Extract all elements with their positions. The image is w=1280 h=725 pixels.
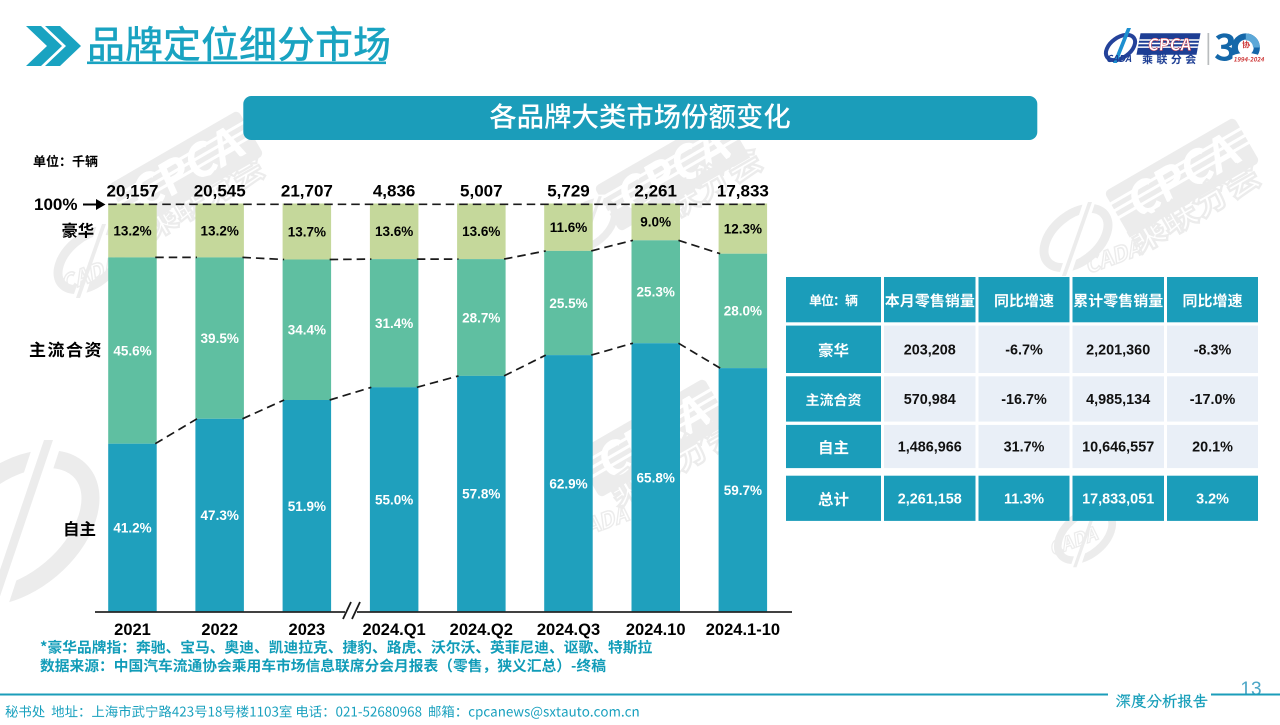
svg-text:2022: 2022 bbox=[201, 621, 238, 639]
svg-text:3.2%: 3.2% bbox=[1196, 492, 1229, 508]
svg-text:2,261,158: 2,261,158 bbox=[898, 492, 962, 508]
svg-text:203,208: 203,208 bbox=[904, 343, 956, 359]
svg-text:5,729: 5,729 bbox=[547, 182, 590, 201]
svg-text:2024.Q2: 2024.Q2 bbox=[450, 621, 513, 639]
svg-text:25.3%: 25.3% bbox=[637, 285, 675, 300]
svg-text:45.6%: 45.6% bbox=[113, 343, 151, 358]
svg-text:47.3%: 47.3% bbox=[201, 508, 239, 523]
svg-text:100%: 100% bbox=[34, 195, 77, 214]
svg-text:10,646,557: 10,646,557 bbox=[1082, 440, 1154, 456]
svg-text:41.2%: 41.2% bbox=[113, 521, 151, 536]
svg-text:2,201,360: 2,201,360 bbox=[1086, 343, 1150, 359]
svg-text:28.0%: 28.0% bbox=[724, 304, 762, 319]
svg-text:20.1%: 20.1% bbox=[1192, 440, 1233, 456]
svg-text:31.7%: 31.7% bbox=[1004, 440, 1045, 456]
svg-text:11.3%: 11.3% bbox=[1004, 492, 1044, 508]
svg-text:39.5%: 39.5% bbox=[201, 331, 239, 346]
svg-text:13.6%: 13.6% bbox=[462, 224, 500, 239]
svg-text:2,261: 2,261 bbox=[634, 182, 677, 201]
svg-text:13.2%: 13.2% bbox=[201, 223, 239, 238]
svg-text:570,984: 570,984 bbox=[904, 392, 956, 408]
svg-text:13.6%: 13.6% bbox=[375, 224, 413, 239]
svg-text:4,836: 4,836 bbox=[373, 182, 416, 201]
svg-text:28.7%: 28.7% bbox=[462, 310, 500, 325]
svg-text:21,707: 21,707 bbox=[281, 182, 333, 201]
svg-text:13.2%: 13.2% bbox=[113, 223, 151, 238]
svg-text:51.9%: 51.9% bbox=[288, 499, 326, 514]
svg-text:62.9%: 62.9% bbox=[549, 476, 587, 491]
svg-text:17,833: 17,833 bbox=[717, 182, 769, 201]
svg-text:17,833,051: 17,833,051 bbox=[1082, 492, 1154, 508]
svg-text:13: 13 bbox=[1240, 679, 1261, 700]
svg-text:11.6%: 11.6% bbox=[550, 220, 588, 235]
svg-text:20,157: 20,157 bbox=[107, 182, 159, 201]
svg-text:12.3%: 12.3% bbox=[724, 221, 762, 236]
svg-text:59.7%: 59.7% bbox=[724, 483, 762, 498]
svg-text:65.8%: 65.8% bbox=[637, 470, 675, 485]
svg-text:20,545: 20,545 bbox=[194, 182, 246, 201]
svg-text:1,486,966: 1,486,966 bbox=[898, 440, 962, 456]
svg-text:-8.3%: -8.3% bbox=[1194, 343, 1232, 359]
svg-text:-6.7%: -6.7% bbox=[1005, 343, 1043, 359]
svg-text:57.8%: 57.8% bbox=[462, 487, 500, 502]
svg-text:2024.1-10: 2024.1-10 bbox=[706, 621, 780, 639]
svg-text:9.0%: 9.0% bbox=[640, 215, 671, 230]
svg-text:55.0%: 55.0% bbox=[375, 493, 413, 508]
svg-text:2024.Q3: 2024.Q3 bbox=[537, 621, 600, 639]
svg-text:13.7%: 13.7% bbox=[288, 224, 326, 239]
svg-text:-17.0%: -17.0% bbox=[1190, 392, 1236, 408]
svg-text:2021: 2021 bbox=[114, 621, 151, 639]
svg-text:5,007: 5,007 bbox=[460, 182, 503, 201]
svg-text:2024.10: 2024.10 bbox=[626, 621, 686, 639]
svg-text:-16.7%: -16.7% bbox=[1001, 392, 1047, 408]
svg-text:31.4%: 31.4% bbox=[375, 316, 413, 331]
svg-text:4,985,134: 4,985,134 bbox=[1086, 392, 1150, 408]
svg-text:34.4%: 34.4% bbox=[288, 323, 326, 338]
svg-text:2024.Q1: 2024.Q1 bbox=[362, 621, 425, 639]
svg-text:25.5%: 25.5% bbox=[549, 296, 587, 311]
svg-text:2023: 2023 bbox=[289, 621, 326, 639]
